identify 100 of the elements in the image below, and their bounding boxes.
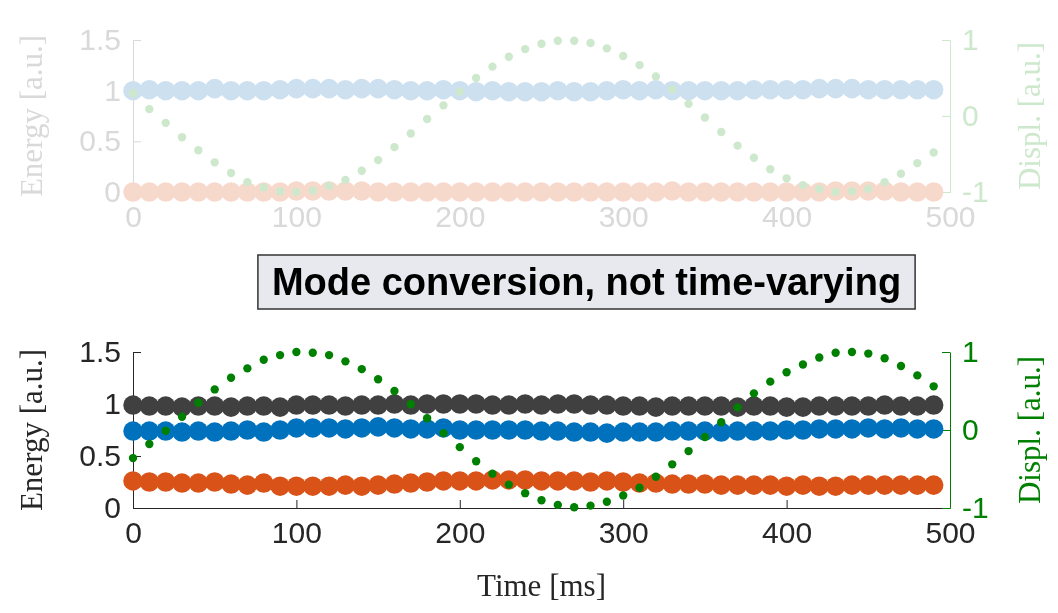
point [177,412,187,421]
point [733,141,742,150]
point [368,182,388,202]
point [629,422,650,442]
point [145,104,154,114]
point [695,396,715,416]
point [390,142,399,152]
point [384,474,405,494]
y-tick-label: 1.5 [79,335,121,369]
point [253,396,274,416]
point [760,421,781,441]
point [874,419,895,439]
point [139,79,160,100]
point [286,395,307,415]
point [923,395,944,415]
point [825,419,846,439]
point [907,396,928,416]
point [564,422,584,442]
x-axis-title: Time [ms] [477,568,606,603]
point [891,396,911,416]
point [499,395,519,415]
point [744,475,764,495]
point [548,421,568,441]
point [760,475,781,495]
point [678,396,699,416]
point [253,473,274,493]
point [488,469,497,478]
point [744,182,764,202]
y2-tick-label: 0 [962,413,979,447]
point [597,471,617,491]
point [308,348,317,357]
point [700,113,710,122]
point [678,421,699,441]
point [776,182,797,202]
point [629,80,650,101]
point [684,99,693,109]
point [929,148,938,157]
point [357,364,366,374]
y-tick-label: 1 [104,387,121,421]
y-tick-label: 0.5 [79,439,121,473]
point [155,472,176,492]
point [548,471,568,491]
point [319,476,339,496]
point [793,420,813,440]
point [548,80,568,101]
point [319,395,339,415]
point [662,396,682,416]
point [580,395,601,415]
point [564,471,584,491]
point [662,181,682,201]
point [123,395,143,415]
point [188,421,209,441]
point [341,357,350,366]
point [504,52,513,61]
point [668,460,677,469]
point [825,396,846,416]
point [629,182,650,202]
point [586,501,595,510]
y-tick-label: 0 [104,491,121,525]
point [842,419,862,439]
point [351,418,372,438]
point [537,496,546,505]
point [874,395,895,415]
point [776,397,797,417]
point [515,420,535,440]
point [155,396,176,416]
point [482,420,503,440]
point [564,394,584,414]
point [221,474,241,494]
point [580,182,601,202]
point [226,373,236,382]
x-tick-label: 300 [598,516,649,550]
point [793,397,813,417]
point [341,175,350,185]
point [531,81,552,102]
point [139,396,160,416]
point [896,169,906,178]
point [564,182,584,202]
point [891,475,911,495]
point [123,182,143,202]
point [155,80,176,101]
point [695,80,715,101]
point [684,446,693,456]
point [139,182,160,202]
point [351,395,372,415]
point [324,350,334,360]
point [390,386,399,396]
point [286,418,307,438]
point [570,503,579,512]
point [907,79,928,100]
point [145,439,154,449]
point [602,44,612,53]
point [760,79,781,100]
point [188,473,209,493]
point [466,394,486,414]
point [515,394,535,414]
point [776,79,797,100]
point [613,182,633,202]
point [471,73,481,83]
point [531,471,552,491]
